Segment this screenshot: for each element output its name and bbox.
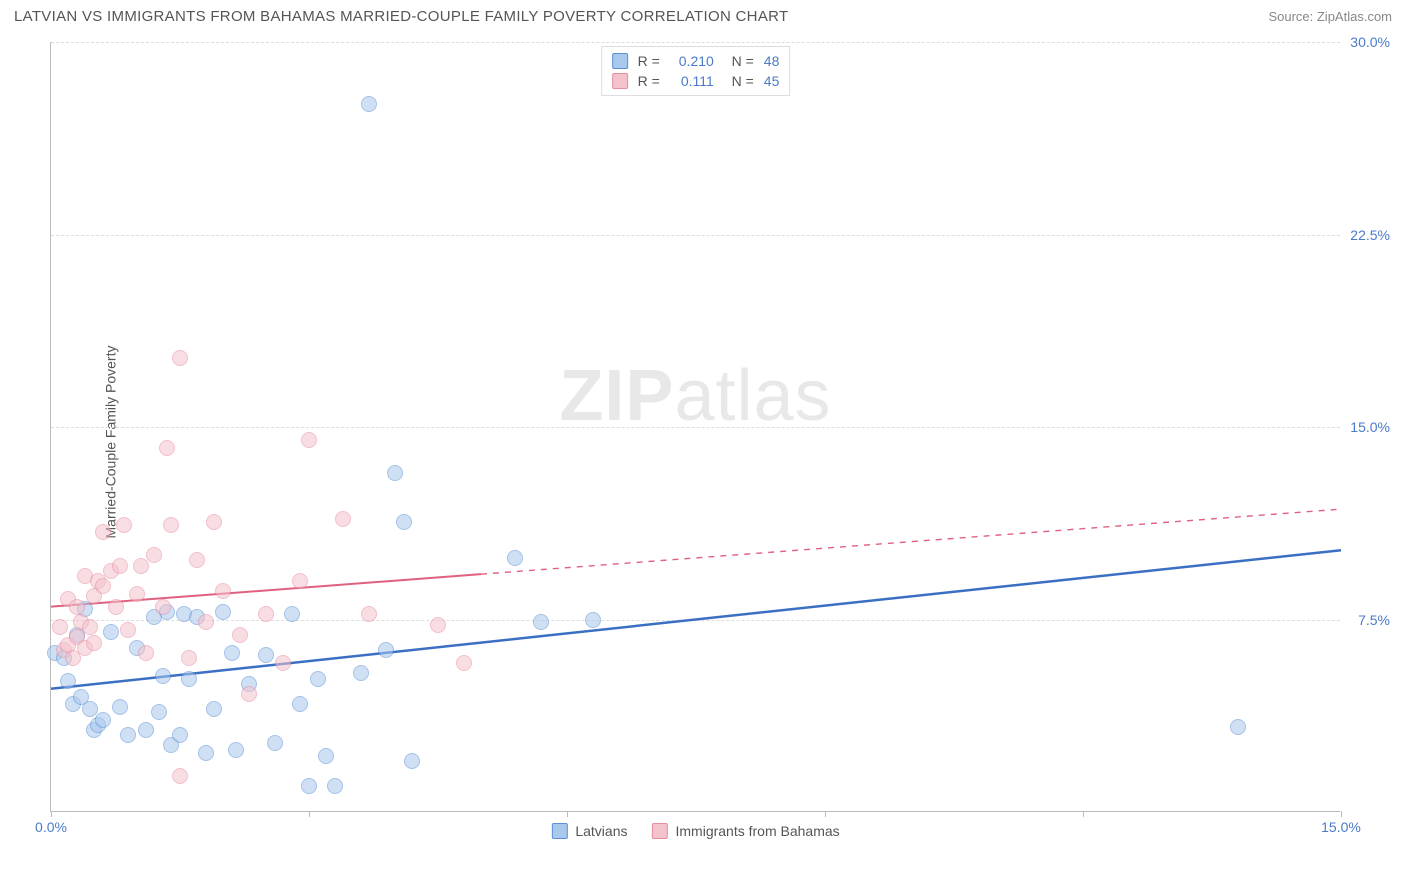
data-point [138, 645, 154, 661]
legend-swatch [551, 823, 567, 839]
legend-item: Latvians [551, 823, 627, 839]
data-point [456, 655, 472, 671]
data-point [301, 778, 317, 794]
data-point [95, 578, 111, 594]
data-point [267, 735, 283, 751]
data-point [228, 742, 244, 758]
legend-swatch [651, 823, 667, 839]
data-point [206, 701, 222, 717]
data-point [151, 704, 167, 720]
data-point [310, 671, 326, 687]
data-point [258, 606, 274, 622]
data-point [275, 655, 291, 671]
data-point [198, 614, 214, 630]
data-point [95, 524, 111, 540]
data-point [292, 696, 308, 712]
x-tick-label: 15.0% [1321, 819, 1361, 835]
data-point [181, 671, 197, 687]
data-point [1230, 719, 1246, 735]
data-point [155, 668, 171, 684]
chart-title: LATVIAN VS IMMIGRANTS FROM BAHAMAS MARRI… [14, 8, 788, 25]
data-point [284, 606, 300, 622]
data-point [69, 599, 85, 615]
data-point [95, 712, 111, 728]
x-tick-label: 0.0% [35, 819, 67, 835]
data-point [198, 745, 214, 761]
y-tick-label: 30.0% [1342, 34, 1390, 50]
data-point [224, 645, 240, 661]
data-point [507, 550, 523, 566]
data-point [387, 465, 403, 481]
data-point [172, 350, 188, 366]
data-point [129, 586, 145, 602]
data-point [378, 642, 394, 658]
data-point [361, 606, 377, 622]
data-point [138, 722, 154, 738]
data-point [146, 547, 162, 563]
data-point [292, 573, 308, 589]
data-point [353, 665, 369, 681]
data-point [232, 627, 248, 643]
data-point [396, 514, 412, 530]
data-point [82, 619, 98, 635]
data-point [206, 514, 222, 530]
legend-label: Latvians [575, 823, 627, 839]
data-point [52, 619, 68, 635]
data-point [241, 686, 257, 702]
x-tick [1341, 811, 1342, 817]
data-point [327, 778, 343, 794]
data-point [404, 753, 420, 769]
plot-area: ZIPatlas R = 0.210 N = 48 R = 0.111 N = … [50, 42, 1340, 812]
legend-item: Immigrants from Bahamas [651, 823, 839, 839]
data-point [60, 673, 76, 689]
data-point [172, 727, 188, 743]
data-point [108, 599, 124, 615]
legend-label: Immigrants from Bahamas [675, 823, 839, 839]
data-point [189, 552, 205, 568]
data-point [258, 647, 274, 663]
data-point [215, 604, 231, 620]
data-point [120, 727, 136, 743]
data-point [159, 440, 175, 456]
source-attribution: Source: ZipAtlas.com [1268, 9, 1392, 24]
data-point [585, 612, 601, 628]
data-point [172, 768, 188, 784]
data-point [430, 617, 446, 633]
y-tick-label: 22.5% [1342, 227, 1390, 243]
data-point [86, 635, 102, 651]
y-tick-label: 15.0% [1342, 419, 1390, 435]
data-point [116, 517, 132, 533]
legend-series: Latvians Immigrants from Bahamas [551, 823, 839, 839]
data-point [163, 517, 179, 533]
data-point [120, 622, 136, 638]
data-point [112, 558, 128, 574]
data-point [533, 614, 549, 630]
data-point [361, 96, 377, 112]
data-point [301, 432, 317, 448]
data-point [181, 650, 197, 666]
chart-container: Married-Couple Family Poverty ZIPatlas R… [50, 42, 1390, 842]
data-point [103, 624, 119, 640]
data-point [215, 583, 231, 599]
data-point [155, 599, 171, 615]
data-point [318, 748, 334, 764]
y-tick-label: 7.5% [1342, 612, 1390, 628]
data-point [335, 511, 351, 527]
data-point [112, 699, 128, 715]
